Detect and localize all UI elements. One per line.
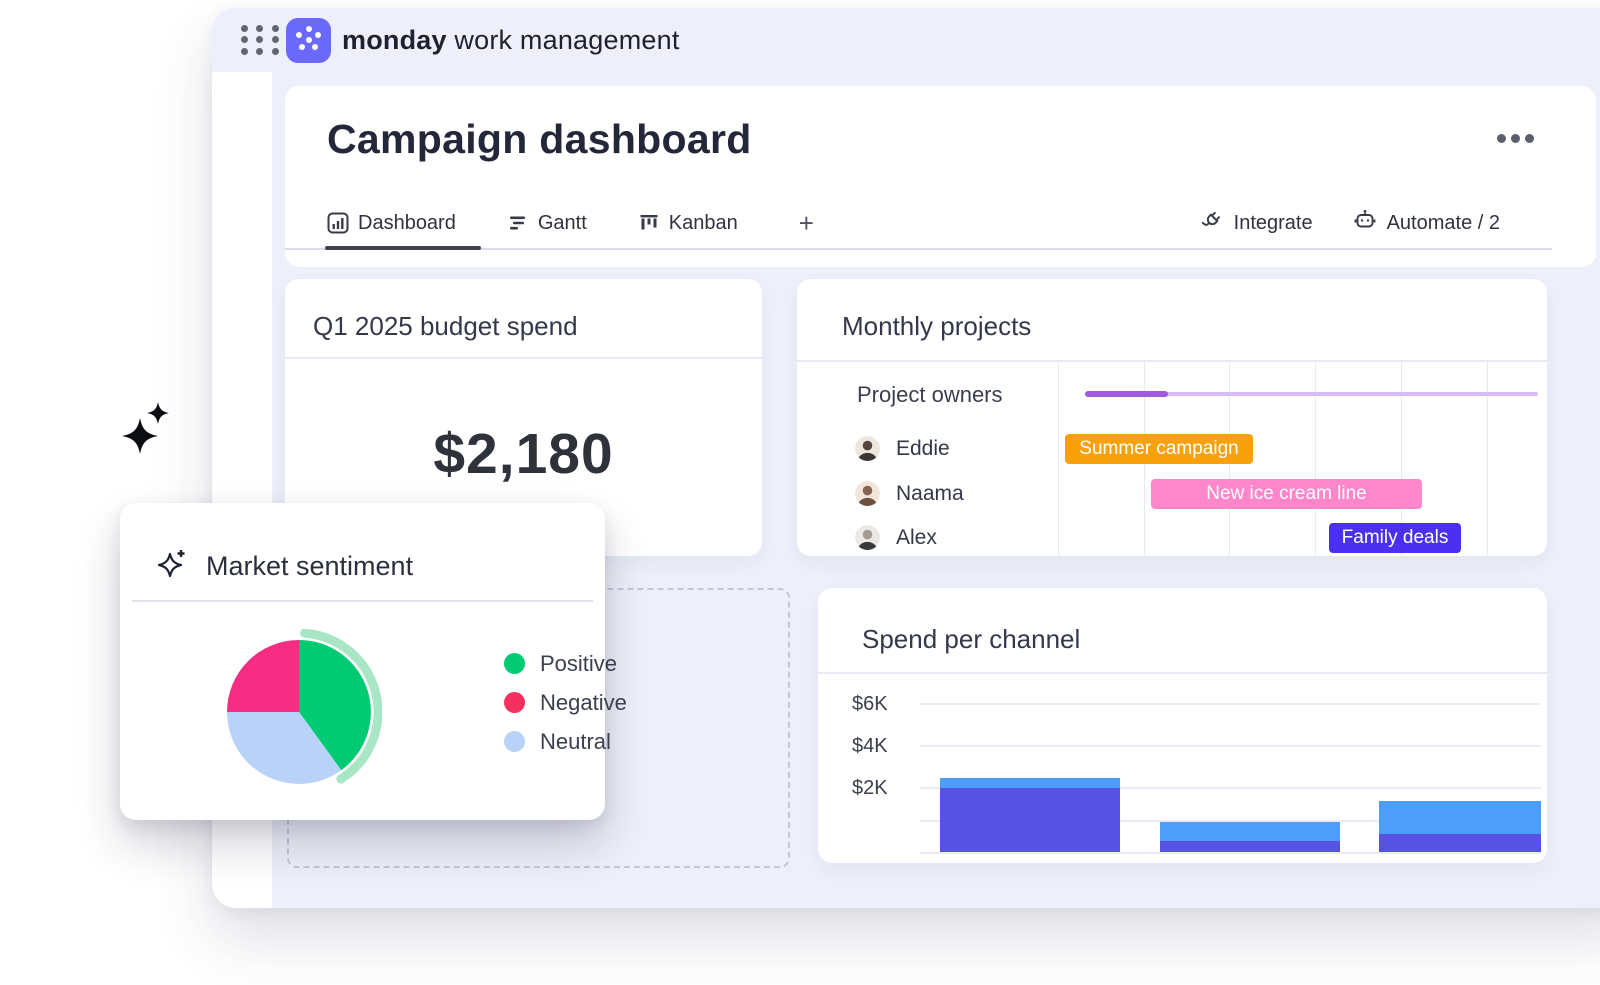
legend-label: Positive [540,650,618,676]
legend-dot-negative [504,692,525,713]
more-options-button[interactable] [1497,134,1534,143]
pie-slice-positive [299,640,371,771]
sentiment-pie-chart [216,628,383,795]
tab-gantt[interactable]: Gantt [507,212,587,235]
automate-button[interactable]: Automate / 2 [1353,208,1500,238]
gridline [920,852,1541,854]
gantt-bar-label: Family deals [1341,527,1449,548]
divider [818,672,1547,674]
bar-segment-indigo [1160,840,1340,852]
sparkle-decoration-icon [112,396,176,475]
divider [285,357,762,359]
dashboard-chart-icon [327,212,349,234]
legend-label: Negative [540,689,627,715]
gridline [920,820,1541,822]
y-axis-label: $4K [852,735,888,757]
tab-bar: Dashboard Gantt Kanban + [327,208,814,238]
gantt-gridline [1315,362,1316,556]
monthly-card-title: Monthly projects [842,311,1032,341]
tab-kanban[interactable]: Kanban [638,212,738,235]
divider [797,360,1547,362]
bar-segment-blue [1160,821,1340,841]
timeline-progress [1085,391,1168,397]
market-sentiment-title: Market sentiment [206,551,414,581]
monthly-projects-card: Monthly projects Project owners Eddie Na… [797,279,1547,556]
gantt-bar-label: Summer campaign [1079,438,1239,459]
avatar-alex[interactable] [855,525,880,550]
header-actions: Integrate Automate / 2 [1200,208,1500,238]
owner-name: Eddie [896,436,950,460]
gantt-gridline [1487,362,1488,556]
gantt-bar-new-ice-cream-line[interactable]: New ice cream line [1151,479,1422,509]
divider [132,600,593,602]
bar-segment-indigo [940,788,1120,852]
project-owners-label: Project owners [857,382,1003,407]
avatar-naama[interactable] [855,481,880,506]
bar-chart-plot [920,672,1541,854]
bar-channel-3[interactable] [1379,800,1541,852]
owner-row: Eddie [855,436,950,461]
pie-slice-neutral [227,712,342,784]
ai-sparkle-icon [156,547,190,586]
avatar-eddie[interactable] [855,436,880,461]
dashboard-header: Campaign dashboard Dashboard Gantt Kanba… [285,86,1596,267]
tab-label: Kanban [668,211,738,234]
bar-segment-blue [1379,800,1541,835]
timeline-track [1085,392,1538,396]
add-view-button[interactable]: + [798,207,814,238]
gantt-bar-label: New ice cream line [1206,483,1367,504]
positive-highlight-arc [300,628,383,784]
plug-icon [1200,208,1224,238]
robot-icon [1353,208,1377,238]
tab-label: Gantt [537,211,587,234]
y-axis-label: $2K [852,777,888,799]
market-sentiment-card: Market sentiment Positive Negative Neutr… [120,503,627,820]
app-launcher-icon[interactable] [237,23,283,57]
gridline [920,703,1541,705]
gantt-gridline [1401,362,1402,556]
legend-item-neutral: Neutral [504,722,627,761]
tab-dashboard[interactable]: Dashboard [327,212,456,235]
owner-row: Naama [855,481,964,506]
tab-label: Dashboard [358,211,456,234]
gridline [920,787,1541,789]
bar-segment-blue [940,778,1120,788]
brand-suffix: work management [446,24,680,55]
kanban-icon [638,212,660,234]
legend-item-positive: Positive [504,644,627,683]
gantt-bar-summer-campaign[interactable]: Summer campaign [1065,434,1253,464]
integrate-label: Integrate [1233,211,1313,234]
owner-name: Alex [896,525,937,549]
tab-divider [285,248,1552,250]
legend-dot-neutral [504,731,525,752]
market-sentiment-header: Market sentiment [156,547,413,586]
bar-channel-2[interactable] [1160,821,1340,852]
brand-name: monday [342,24,447,55]
bar-segment-indigo [1379,834,1541,852]
gridline [920,745,1541,747]
automate-label: Automate / 2 [1386,211,1500,234]
bar-channel-1[interactable] [940,778,1120,852]
gantt-bar-family-deals[interactable]: Family deals [1329,523,1461,553]
pie-slice-negative [227,640,299,712]
active-tab-underline [325,246,481,250]
budget-card-title: Q1 2025 budget spend [313,311,578,341]
spend-per-channel-card: Spend per channel $6K $4K $2K [818,588,1547,863]
monday-logo-icon[interactable] [286,17,331,63]
top-bar: monday work management [212,8,1600,72]
spend-card-title: Spend per channel [862,624,1081,654]
legend-label: Neutral [540,728,611,754]
y-axis-label: $6K [852,693,888,715]
legend-dot-positive [504,653,525,674]
budget-value: $2,180 [433,422,614,486]
integrate-button[interactable]: Integrate [1200,208,1313,238]
gantt-icon [507,212,529,234]
owner-row: Alex [855,525,937,550]
owner-name: Naama [896,481,964,505]
legend-item-negative: Negative [504,683,627,722]
gantt-gridline [1058,362,1059,556]
brand-wordmark: monday work management [342,25,680,56]
page-title: Campaign dashboard [327,116,752,162]
pie-legend: Positive Negative Neutral [504,644,627,761]
